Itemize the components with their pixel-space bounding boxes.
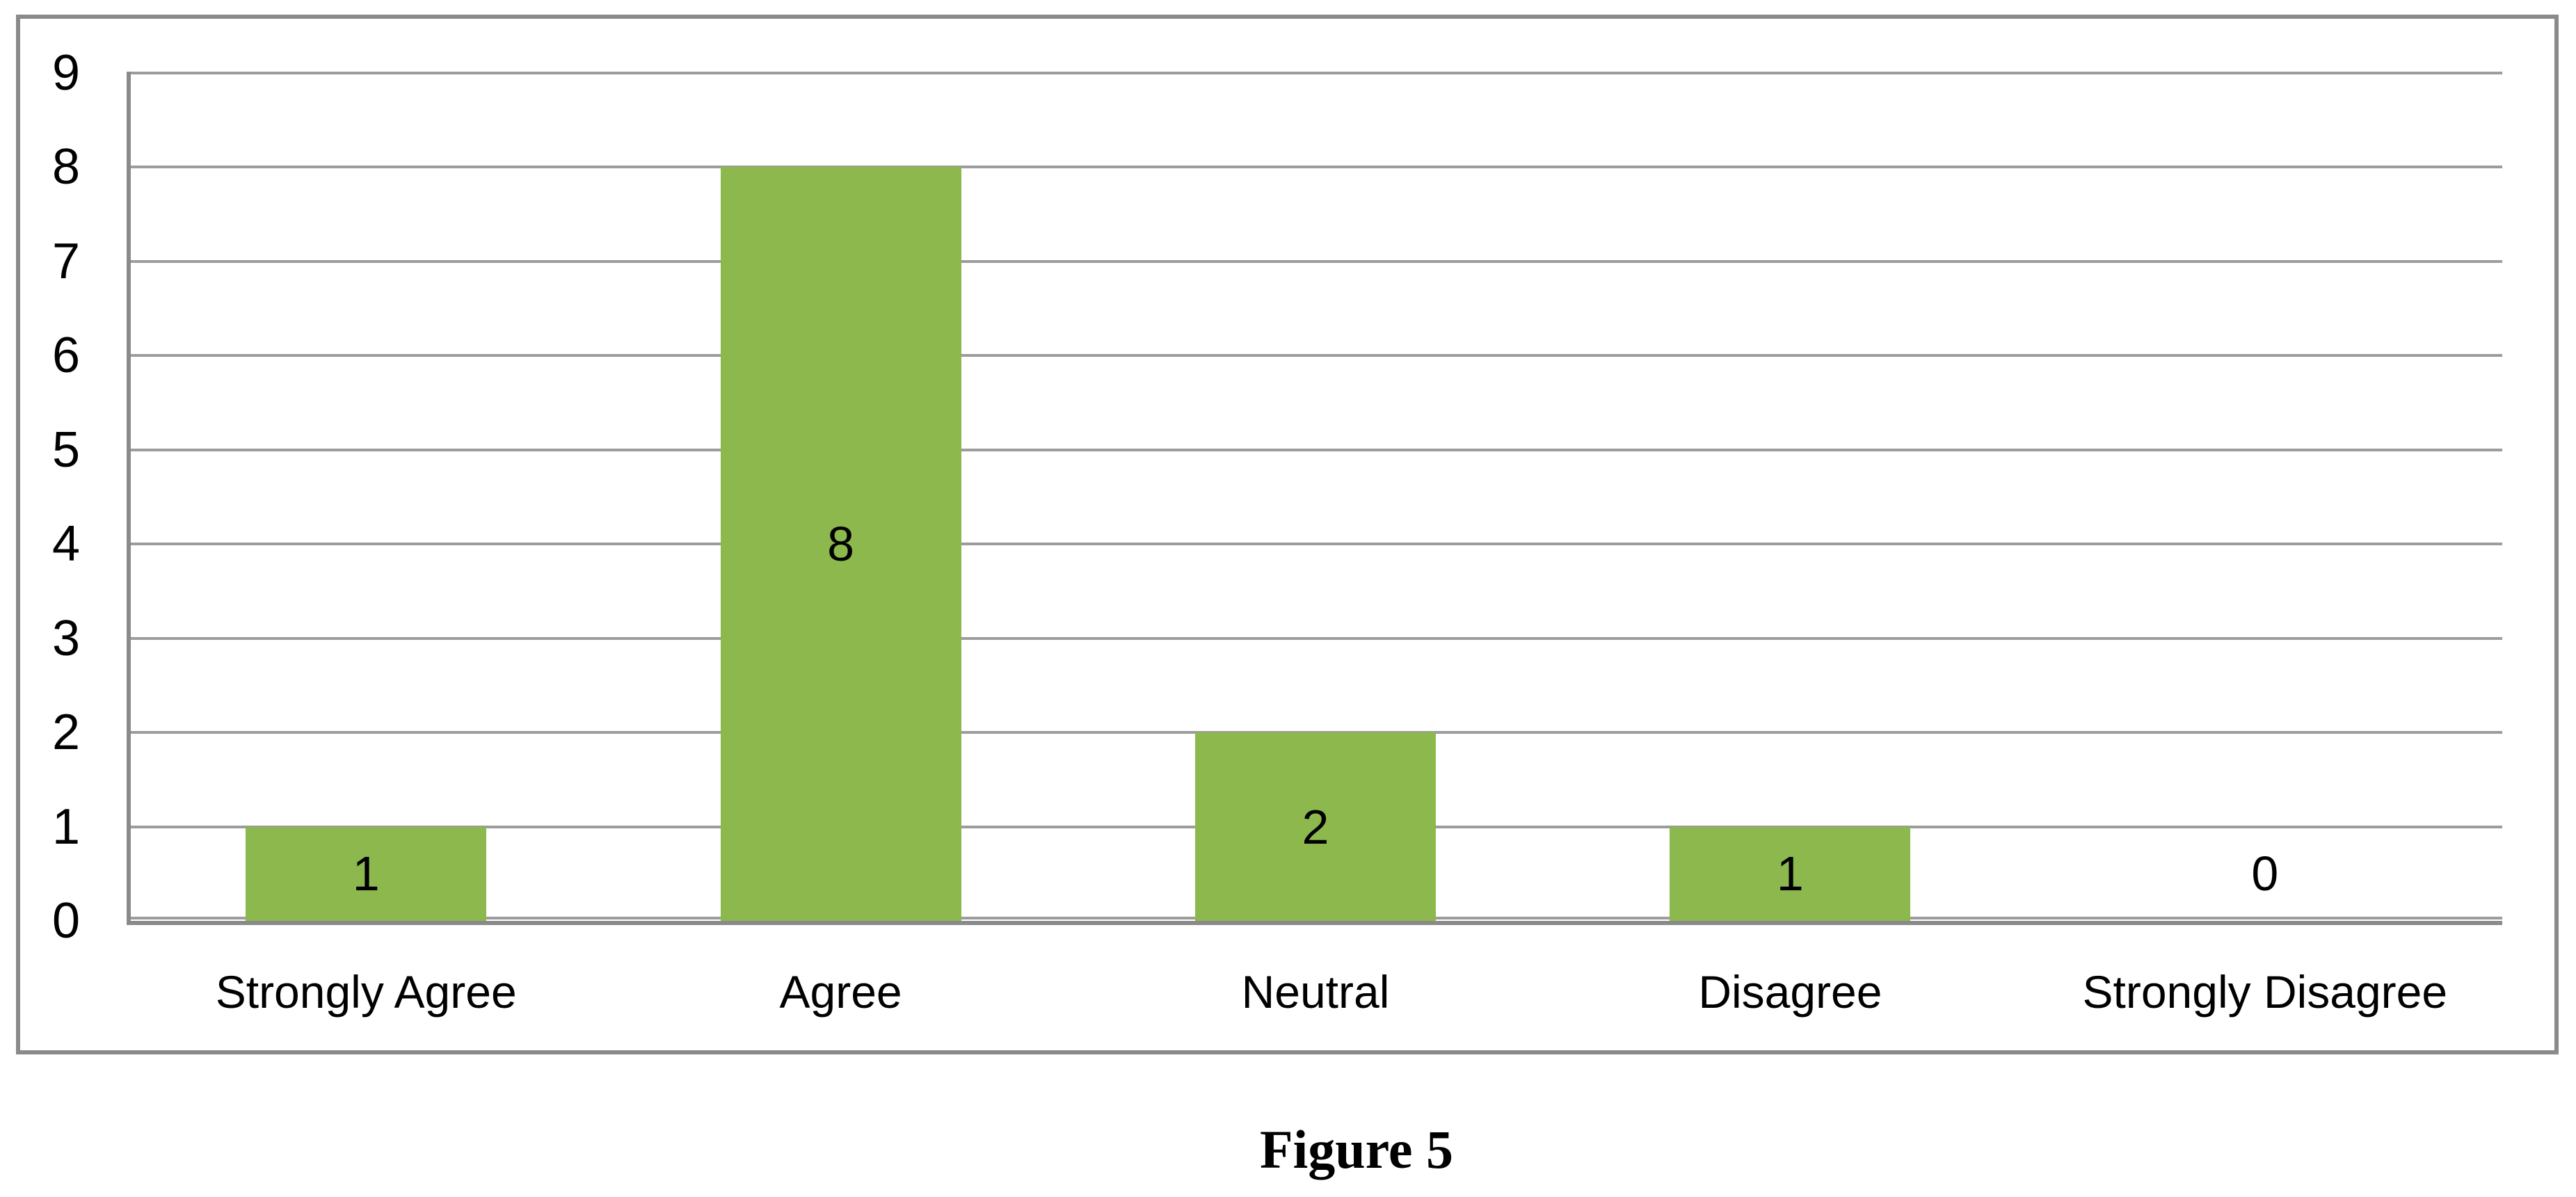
y-tick-label-1: 1 (51, 798, 80, 855)
y-tick-label-6: 6 (51, 328, 80, 383)
bar-strongly-agree (246, 826, 487, 921)
y-tick-label-7: 7 (51, 233, 80, 289)
gridline-y-8 (129, 166, 2502, 168)
y-tick-label-2: 2 (51, 705, 80, 760)
y-tick-label-8: 8 (51, 139, 80, 195)
y-axis-line (127, 71, 131, 925)
y-tick-label-3: 3 (51, 610, 80, 666)
figure-caption: Figure 5 (1259, 1119, 1454, 1180)
y-tick-label-9: 9 (51, 45, 80, 101)
gridline-y-9 (129, 71, 2502, 74)
x-category-label-0: Strongly Agree (215, 966, 517, 1018)
gridline-y-6 (129, 354, 2502, 357)
bar-disagree (1670, 826, 1911, 921)
bar-data-label-1: 8 (827, 517, 855, 571)
bar-agree (720, 167, 961, 921)
bar-data-label-4: 0 (2251, 846, 2279, 901)
x-category-label-2: Neutral (1241, 966, 1390, 1018)
x-category-label-4: Strongly Disagree (2082, 966, 2448, 1018)
y-tick-label-5: 5 (51, 421, 80, 478)
x-category-label-3: Disagree (1698, 966, 1882, 1018)
bar-data-label-3: 1 (1776, 846, 1804, 901)
bar-data-label-0: 1 (352, 846, 380, 901)
bar-data-label-2: 2 (1302, 799, 1329, 854)
gridline-y-3 (129, 636, 2502, 640)
gridline-y-4 (129, 543, 2502, 545)
y-tick-label-4: 4 (51, 516, 80, 572)
x-axis-line (127, 921, 2502, 925)
gridline-y-5 (129, 448, 2502, 451)
gridline-y-7 (129, 259, 2502, 263)
x-category-label-1: Agree (779, 966, 902, 1018)
bar-neutral (1195, 732, 1436, 921)
y-tick-label-0: 0 (51, 893, 80, 949)
